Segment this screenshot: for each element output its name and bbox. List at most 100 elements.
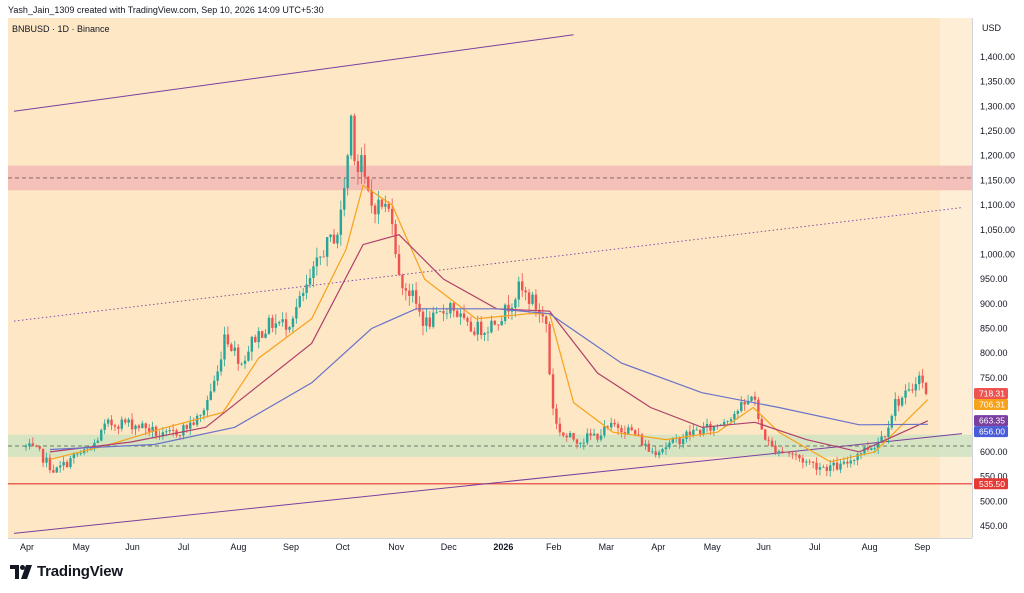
candle-body xyxy=(343,188,346,210)
x-tick-label: Oct xyxy=(336,542,351,552)
candle-body xyxy=(900,397,904,406)
candle-body xyxy=(421,311,425,326)
candle-body xyxy=(740,402,743,412)
candle-body xyxy=(41,448,45,463)
candle-body xyxy=(842,461,846,464)
candle-body xyxy=(818,467,822,470)
y-tick-label: 1,300.00 xyxy=(980,101,1015,111)
candle-body xyxy=(558,423,562,433)
candle-body xyxy=(281,319,284,323)
candle-body xyxy=(647,443,651,452)
candle-body xyxy=(442,311,445,314)
candle-body xyxy=(147,428,151,432)
candle-body xyxy=(654,451,657,456)
candle-body xyxy=(473,331,476,335)
candle-body xyxy=(805,461,808,463)
candle-body xyxy=(859,453,863,455)
candle-body xyxy=(370,190,373,206)
candle-body xyxy=(428,317,432,327)
x-tick-label: Aug xyxy=(230,542,246,552)
x-tick-label: May xyxy=(704,542,722,552)
candle-body xyxy=(438,311,442,312)
candle-body xyxy=(336,234,339,244)
candle-body xyxy=(452,303,455,311)
candle-body xyxy=(35,445,38,447)
trend-line[interactable] xyxy=(13,34,574,112)
trend-line[interactable] xyxy=(13,207,963,322)
price-badge xyxy=(974,415,1008,427)
y-tick-label: 1,100.00 xyxy=(980,200,1015,210)
candle-body xyxy=(829,465,832,471)
candle-body xyxy=(295,307,298,319)
candle-body xyxy=(733,413,736,420)
candle-body xyxy=(284,319,288,330)
candle-body xyxy=(890,415,894,428)
candle-body xyxy=(644,443,647,446)
y-tick-label: 850.00 xyxy=(980,324,1008,334)
candle-body xyxy=(308,278,312,285)
candle-body xyxy=(794,454,798,456)
candle-body xyxy=(305,284,308,294)
candle-body xyxy=(596,433,599,440)
candle-body xyxy=(548,324,551,375)
candle-body xyxy=(712,425,716,431)
candle-body xyxy=(808,461,811,463)
candle-body xyxy=(96,440,100,443)
candle-body xyxy=(757,399,760,420)
candle-body xyxy=(408,290,411,296)
candle-body xyxy=(69,458,72,468)
candle-body xyxy=(538,309,541,315)
candle-body xyxy=(527,292,531,304)
candle-body xyxy=(28,443,31,446)
candle-body xyxy=(534,294,538,310)
x-tick-label: Jun xyxy=(756,542,771,552)
trend-line[interactable] xyxy=(13,433,963,534)
price-badge-label: 663.35 xyxy=(979,416,1005,426)
y-tick-label: 1,350.00 xyxy=(980,77,1015,87)
candle-body xyxy=(579,443,582,444)
candle-body xyxy=(500,321,503,326)
candle-body xyxy=(240,363,243,365)
candle-body xyxy=(907,389,911,391)
moving-average-line xyxy=(49,184,929,463)
candle-body xyxy=(373,205,377,215)
candle-body xyxy=(332,234,336,244)
candle-body xyxy=(288,327,291,330)
candle-body xyxy=(568,433,572,438)
candle-body xyxy=(339,209,343,235)
candle-body xyxy=(572,433,575,440)
candle-body xyxy=(870,448,873,450)
candle-body xyxy=(62,461,65,466)
candle-body xyxy=(312,266,315,279)
tradingview-logo: TradingView xyxy=(10,563,123,580)
candle-body xyxy=(469,321,473,332)
candle-body xyxy=(230,344,233,352)
candle-body xyxy=(784,451,787,453)
candle-body xyxy=(846,461,849,464)
x-tick-label: Jul xyxy=(809,542,821,552)
candle-body xyxy=(555,408,558,424)
candle-body xyxy=(692,429,695,435)
candle-body xyxy=(209,391,212,400)
candle-body xyxy=(134,425,137,430)
x-tick-label: 2026 xyxy=(493,542,513,552)
price-badge-label: 706.31 xyxy=(979,400,1005,410)
candle-body xyxy=(319,256,322,258)
price-badge xyxy=(974,478,1008,490)
x-tick-label: Nov xyxy=(388,542,405,552)
candle-body xyxy=(493,320,497,325)
candle-body xyxy=(651,451,654,453)
candle-body xyxy=(459,313,462,317)
candle-body xyxy=(45,457,48,463)
candle-body xyxy=(479,321,483,336)
candle-body xyxy=(685,431,688,440)
y-tick-label: 550.00 xyxy=(980,472,1008,482)
candle-body xyxy=(678,437,681,445)
candle-body xyxy=(586,433,589,443)
candle-body xyxy=(298,295,301,308)
candle-body xyxy=(904,390,907,398)
x-tick-label: Sep xyxy=(283,542,299,552)
price-badge xyxy=(974,426,1008,438)
candle-body xyxy=(52,470,55,473)
